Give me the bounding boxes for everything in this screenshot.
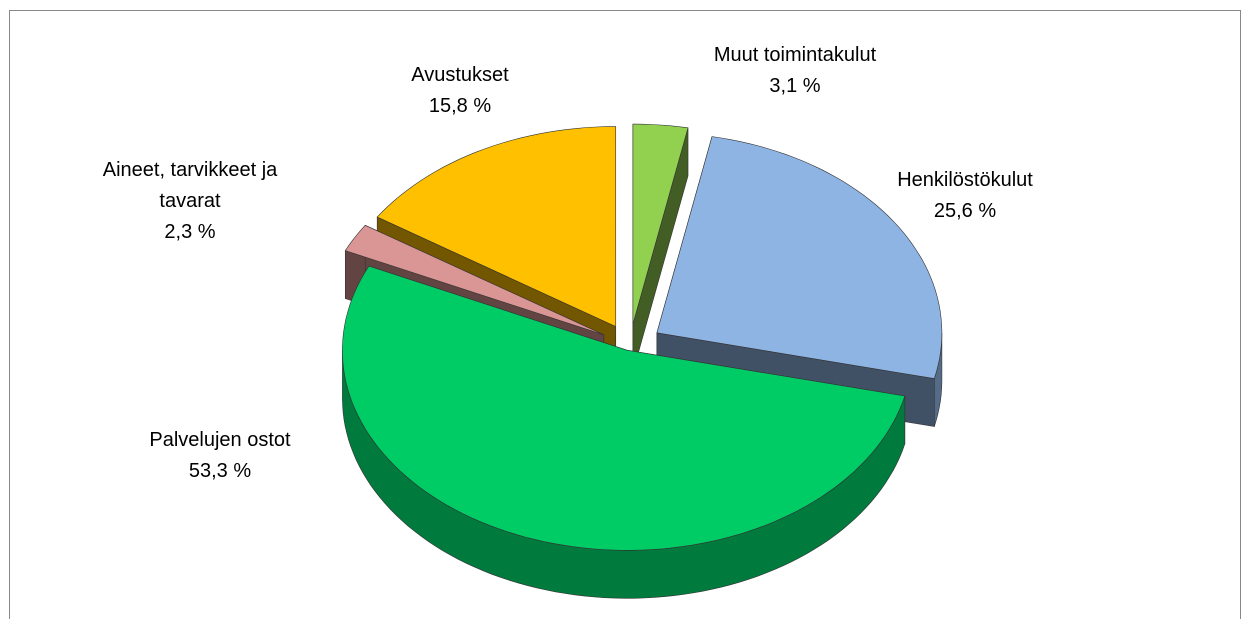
category-label: Henkilöstökulut: [897, 169, 1033, 191]
slice: [656, 136, 943, 379]
value-label: 53,3 %: [188, 460, 252, 482]
slice: [376, 126, 617, 327]
category-label: Aineet, tarvikkeet ja tavarat: [102, 159, 278, 212]
value-label: 25,6 %: [933, 200, 997, 222]
data-label: Palvelujen ostot 53,3 %: [100, 425, 340, 487]
category-label: Avustukset: [411, 64, 509, 86]
value-label: 15,8 %: [428, 95, 492, 117]
category-label: Muut toimintakulut: [713, 44, 877, 66]
slice: [344, 224, 604, 336]
value-label: 3,1 %: [769, 75, 821, 97]
data-label: Aineet, tarvikkeet ja tavarat 2,3 %: [95, 155, 285, 248]
data-label: Henkilöstökulut 25,6 %: [865, 165, 1065, 227]
category-label: Palvelujen ostot: [149, 429, 291, 451]
data-label: Muut toimintakulut 3,1 %: [665, 40, 925, 102]
slice: [632, 123, 689, 325]
value-label: 2,3 %: [164, 221, 216, 243]
chart-frame: [9, 10, 1241, 619]
slice: [342, 265, 906, 551]
data-label: Avustukset 15,8 %: [360, 60, 560, 122]
